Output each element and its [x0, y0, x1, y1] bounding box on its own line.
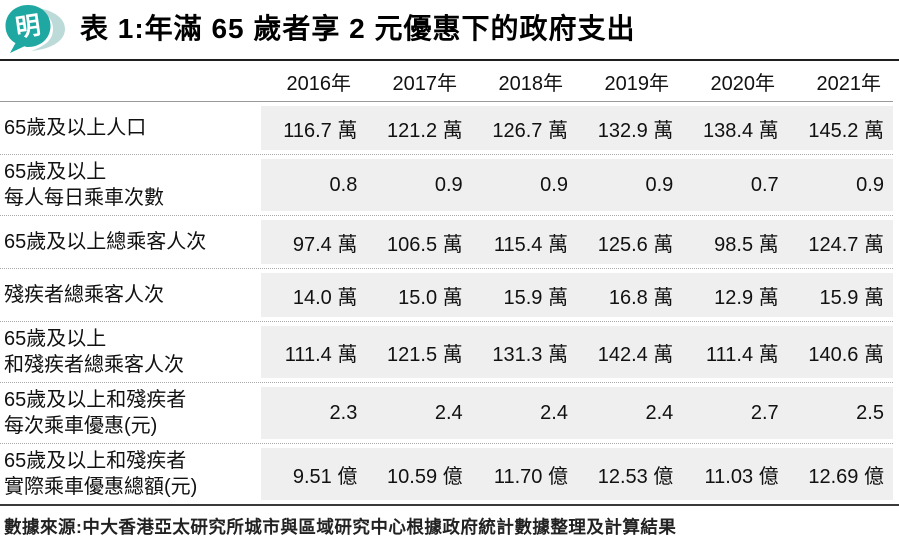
data-source: 數據來源:中大香港亞太研究所城市與區域研究中心根據政府統計數據整理及計算結果: [4, 517, 677, 537]
value-cell: 2.3: [329, 401, 358, 424]
year-header-row: 2016年 2017年 2018年 2019年 2020年 2021年: [0, 61, 893, 102]
row-label: 65歲及以上每人每日乘車次數: [0, 159, 261, 211]
row-label-line: 65歲及以上和殘疾者: [4, 389, 187, 411]
value-cell: 2.4: [434, 401, 463, 424]
row-label-line: 每次乘車優惠(元): [4, 415, 158, 437]
value-cell: 0.9: [540, 173, 568, 196]
row-label-line: 65歲及以上總乘客人次: [4, 231, 207, 253]
table-row: 65歲及以上每人每日乘車次數 0.8 0.9 0.9 0.9 0.7 0.9: [0, 155, 893, 216]
row-label-line: 65歲及以上人口: [4, 117, 147, 139]
value-cell: 2.7: [750, 401, 779, 424]
year-column-header: 2019年: [604, 72, 670, 95]
value-cell: 2.5: [856, 401, 884, 424]
mingpao-logo-icon: 明: [5, 5, 65, 53]
row-values: 9.51 億 10.59 億 11.70 億 12.53 億 11.03 億 12.69 …: [261, 448, 893, 500]
year-column-header: 2021年: [816, 72, 882, 95]
value-cell: 11.70 億: [493, 465, 568, 488]
row-values: 2.3 2.4 2.4 2.4 2.7 2.5: [261, 387, 893, 439]
value-cell: 2.4: [540, 401, 568, 424]
value-cell: 121.2 萬: [387, 119, 463, 142]
table-row: 65歲及以上和殘疾者總乘客人次 111.4 萬 121.5 萬 131.3 萬 142.…: [0, 322, 893, 383]
row-label-line: 殘疾者總乘客人次: [4, 284, 164, 306]
value-cell: 115.4 萬: [493, 233, 568, 256]
value-cell: 124.7 萬: [808, 233, 884, 256]
value-cell: 145.2 萬: [808, 119, 884, 142]
value-cell: 12.69 億: [808, 465, 884, 488]
row-values: 14.0 萬 15.0 萬 15.9 萬 16.8 萬 12.9 萬 15.9 萬: [261, 273, 893, 317]
value-cell: 111.4 萬: [706, 343, 779, 366]
value-cell: 0.9: [645, 173, 674, 196]
row-label-line: 實際乘車優惠總額(元): [4, 476, 198, 498]
table-row: 65歲及以上人口 116.7 萬 121.2 萬 126.7 萬 132.9 萬 138.…: [0, 102, 893, 155]
value-cell: 10.59 億: [387, 465, 463, 488]
row-label-line: 和殘疾者總乘客人次: [4, 354, 184, 376]
value-cell: 15.0 萬: [398, 286, 463, 309]
row-values: 0.8 0.9 0.9 0.9 0.7 0.9: [261, 159, 893, 211]
value-cell: 98.5 萬: [714, 233, 779, 256]
row-label: 65歲及以上總乘客人次: [0, 220, 261, 264]
value-cell: 132.9 萬: [597, 119, 674, 142]
value-cell: 15.9 萬: [819, 286, 884, 309]
table-row: 殘疾者總乘客人次 14.0 萬 15.0 萬 15.9 萬 16.8 萬 12.9 萬 15…: [0, 269, 893, 322]
value-cell: 15.9 萬: [503, 286, 568, 309]
row-label-line: 65歲及以上: [4, 161, 107, 183]
row-label: 殘疾者總乘客人次: [0, 273, 261, 317]
table-row: 65歲及以上和殘疾者 實際乘車優惠總額(元) 9.51 億 10.59 億 11.70 …: [0, 444, 893, 504]
value-cell: 111.4 萬: [284, 343, 358, 366]
row-label: 65歲及以上和殘疾者 每次乘車優惠(元): [0, 387, 261, 439]
row-label-line: 65歲及以上和殘疾者: [4, 450, 187, 472]
value-cell: 12.53 億: [597, 465, 674, 488]
footer: 數據來源:中大香港亞太研究所城市與區域研究中心根據政府統計數據整理及計算結果: [0, 504, 899, 539]
value-cell: 106.5 萬: [387, 233, 463, 256]
table-row: 65歲及以上和殘疾者 每次乘車優惠(元) 2.3 2.4 2.4 2.4 2.7 2.5: [0, 383, 893, 444]
table-body: 65歲及以上人口 116.7 萬 121.2 萬 126.7 萬 132.9 萬 138.…: [0, 102, 893, 504]
row-values: 111.4 萬 121.5 萬 131.3 萬 142.4 萬 111.4 萬 140.6…: [261, 326, 893, 378]
value-cell: 12.9 萬: [714, 286, 779, 309]
value-cell: 9.51 億: [292, 465, 358, 488]
year-column-header: 2020年: [710, 72, 776, 95]
header: 明 表 1:年滿 65 歲者享 2 元優惠下的政府支出: [0, 0, 899, 61]
svg-text:明: 明: [14, 11, 43, 42]
value-cell: 131.3 萬: [492, 343, 568, 366]
value-cell: 0.9: [856, 173, 884, 196]
row-values: 97.4 萬 106.5 萬 115.4 萬 125.6 萬 98.5 萬 124.7 萬: [261, 220, 893, 264]
row-label-line: 65歲及以上: [4, 328, 107, 350]
row-label: 65歲及以上和殘疾者總乘客人次: [0, 326, 261, 378]
value-cell: 0.8: [329, 173, 358, 196]
value-cell: 14.0 萬: [292, 286, 358, 309]
row-label-line: 每人每日乘車次數: [4, 187, 164, 209]
value-cell: 2.4: [645, 401, 674, 424]
value-cell: 125.6 萬: [597, 233, 674, 256]
table-row: 65歲及以上總乘客人次 97.4 萬 106.5 萬 115.4 萬 125.6 萬 98…: [0, 216, 893, 269]
year-column-header: 2017年: [392, 72, 458, 95]
row-label: 65歲及以上和殘疾者 實際乘車優惠總額(元): [0, 448, 261, 500]
value-cell: 0.9: [434, 173, 463, 196]
value-cell: 11.03 億: [704, 465, 779, 488]
data-table: 2016年 2017年 2018年 2019年 2020年 2021年 65歲及以上人口 1…: [0, 61, 899, 504]
row-values: 116.7 萬 121.2 萬 126.7 萬 132.9 萬 138.4 萬 145.2…: [261, 106, 893, 150]
value-cell: 0.7: [750, 173, 779, 196]
value-cell: 138.4 萬: [703, 119, 779, 142]
value-cell: 16.8 萬: [608, 286, 674, 309]
year-column-header: 2016年: [286, 72, 352, 95]
value-cell: 140.6 萬: [808, 343, 884, 366]
value-cell: 121.5 萬: [387, 343, 463, 366]
year-column-header: 2018年: [498, 72, 564, 95]
value-cell: 116.7 萬: [283, 119, 358, 142]
value-cell: 142.4 萬: [597, 343, 674, 366]
row-label: 65歲及以上人口: [0, 106, 261, 150]
value-cell: 97.4 萬: [292, 233, 358, 256]
value-cell: 126.7 萬: [492, 119, 568, 142]
table-title: 表 1:年滿 65 歲者享 2 元優惠下的政府支出: [80, 12, 636, 44]
